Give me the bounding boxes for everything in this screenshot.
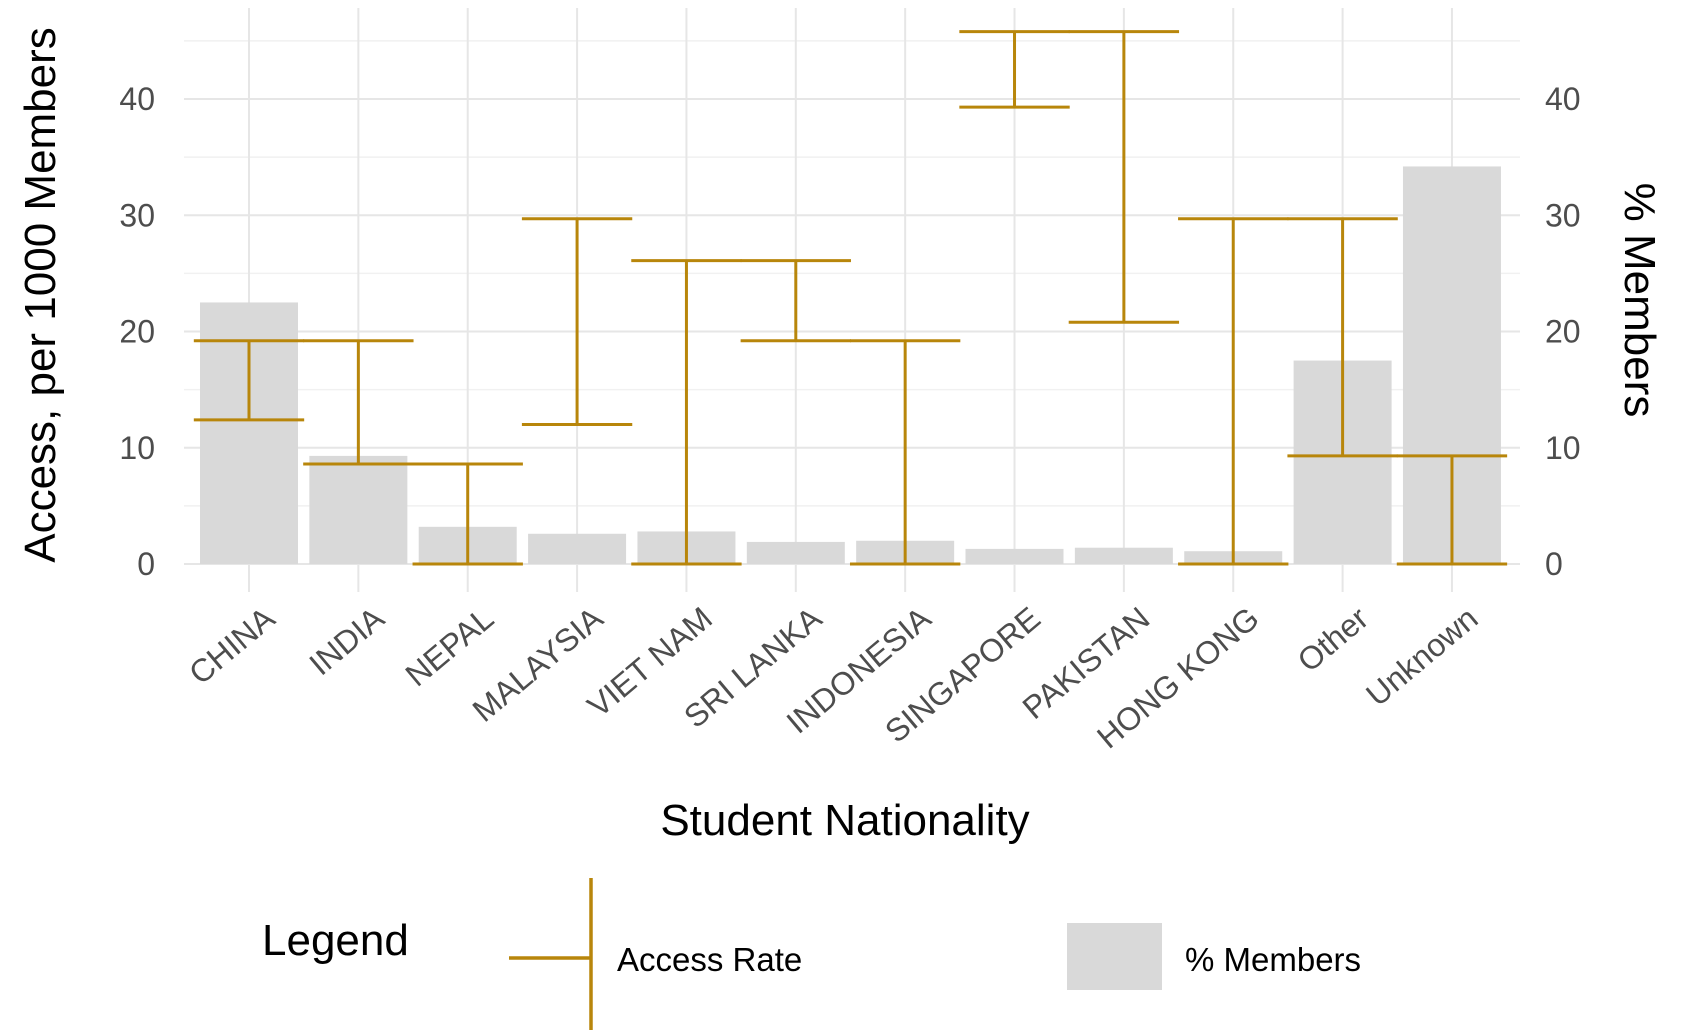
bar-members-sri-lanka — [746, 541, 845, 564]
y-right-tick-label: 10 — [1545, 430, 1581, 466]
y-right-tick-label: 0 — [1545, 546, 1563, 582]
bar-members-singapore — [965, 548, 1064, 564]
errorbar-india — [303, 339, 414, 466]
x-tick-label: Other — [1291, 600, 1376, 679]
legend: Legend Access Rate % Members — [262, 878, 1361, 1030]
legend-key-members — [1067, 923, 1162, 990]
errorbar-viet-nam — [631, 259, 742, 566]
y-left-tick-label: 20 — [119, 314, 155, 350]
bar-members-pakistan — [1074, 547, 1173, 564]
y-right-tick-label: 40 — [1545, 81, 1581, 117]
y-axis-left-title: Access, per 1000 Members — [16, 27, 65, 563]
x-tick-label: CHINA — [182, 599, 282, 691]
x-tick-label: INDIA — [302, 599, 391, 682]
bar-members-malaysia — [528, 533, 627, 564]
errorbar-nepal — [412, 462, 523, 566]
y-left-tick-label: 0 — [137, 546, 155, 582]
errorbar-other — [1287, 217, 1398, 458]
errorbar-pakistan — [1068, 30, 1180, 324]
legend-label-access-rate: Access Rate — [617, 941, 802, 978]
legend-label-members: % Members — [1185, 941, 1361, 978]
x-axis-title: Student Nationality — [660, 796, 1029, 845]
errorbar-singapore — [959, 30, 1070, 109]
errorbar-unknown — [1396, 454, 1508, 566]
legend-key-access-rate — [509, 878, 593, 1030]
y-left-tick-label: 10 — [119, 430, 155, 466]
y-left-tick-label: 30 — [119, 197, 155, 233]
member-bars — [200, 166, 1501, 565]
errorbar-china — [193, 339, 305, 422]
y-right-tick-label: 20 — [1545, 314, 1581, 350]
errorbar-sri-lanka — [740, 259, 851, 343]
x-tick-label: NEPAL — [399, 600, 501, 694]
legend-title: Legend — [262, 916, 409, 965]
access-rate-error-bars — [193, 30, 1508, 566]
y-right-tick-label: 30 — [1545, 197, 1581, 233]
y-left-tick-label: 40 — [119, 81, 155, 117]
y-axis-right-title: % Members — [1615, 183, 1664, 418]
errorbar-malaysia — [521, 217, 633, 426]
errorbar-indonesia — [849, 339, 961, 566]
errorbar-hong-kong — [1178, 217, 1289, 566]
x-tick-label: Unknown — [1359, 600, 1484, 713]
bar-members-india — [309, 455, 408, 564]
